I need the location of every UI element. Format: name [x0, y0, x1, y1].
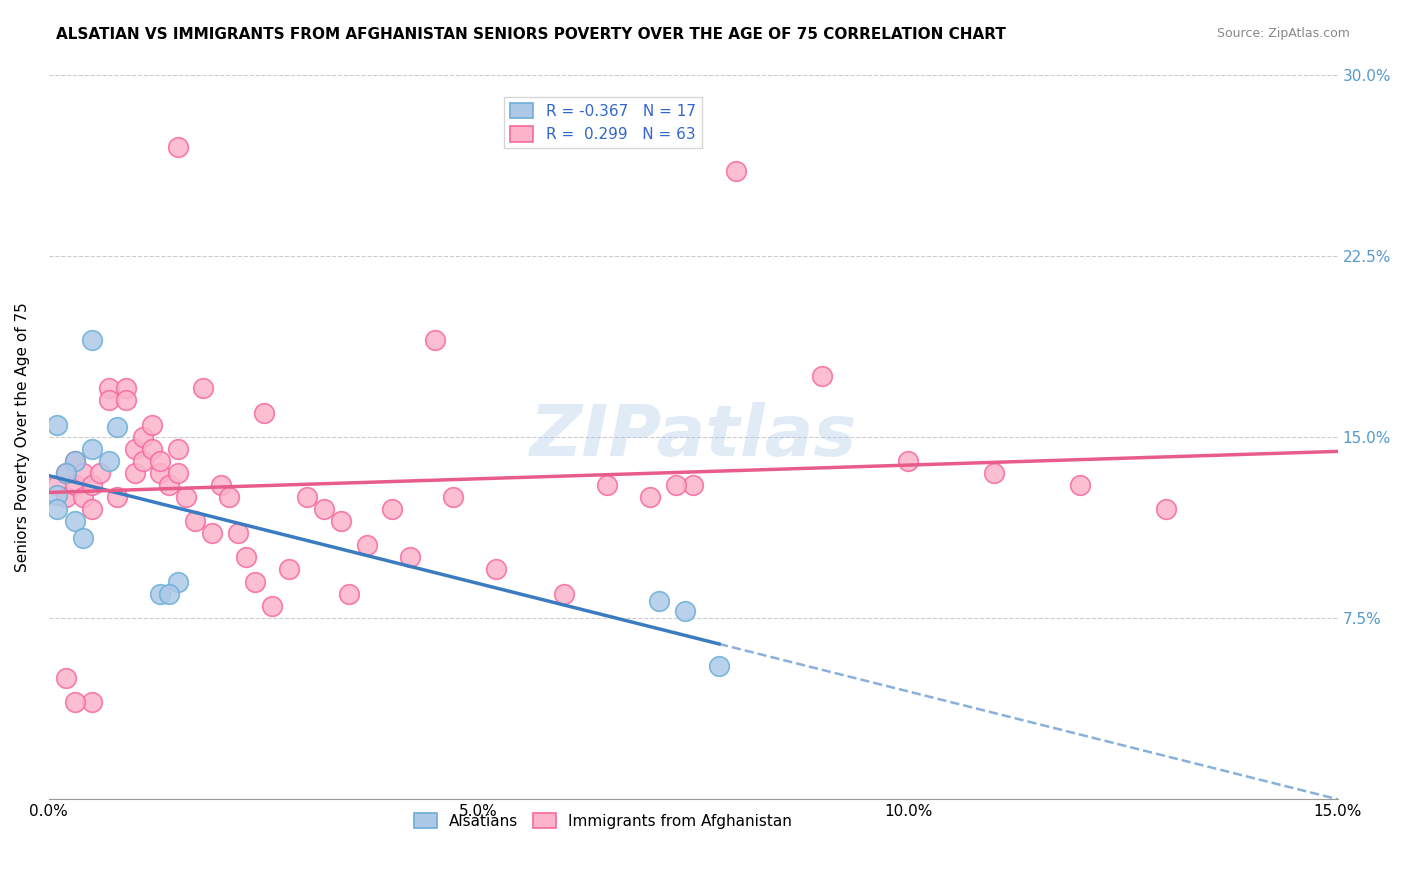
Point: [97, 454, 120, 468]
Point: [149, 454, 172, 468]
Point: [226, 526, 249, 541]
Point: [441, 490, 464, 504]
Point: [252, 405, 274, 419]
Point: [132, 430, 155, 444]
Legend: Alsatians, Immigrants from Afghanistan: Alsatians, Immigrants from Afghanistan: [408, 806, 799, 835]
Point: [218, 490, 240, 504]
Point: [174, 490, 197, 504]
Point: [97, 381, 120, 395]
Point: [46, 478, 69, 492]
Point: [55, 671, 77, 685]
Point: [141, 417, 163, 432]
Point: [55, 466, 77, 480]
Point: [381, 502, 404, 516]
Point: [63, 454, 86, 468]
Point: [46, 417, 69, 432]
Point: [235, 550, 257, 565]
Point: [673, 603, 696, 617]
Point: [278, 562, 301, 576]
Point: [46, 502, 69, 516]
Point: [166, 442, 188, 456]
Point: [897, 454, 920, 468]
Point: [46, 488, 69, 502]
Point: [55, 490, 77, 504]
Point: [107, 490, 129, 504]
Point: [63, 478, 86, 492]
Point: [132, 454, 155, 468]
Point: [209, 478, 232, 492]
Point: [72, 490, 94, 504]
Point: [312, 502, 335, 516]
Y-axis label: Seniors Poverty Over the Age of 75: Seniors Poverty Over the Age of 75: [15, 301, 30, 572]
Point: [184, 514, 207, 528]
Point: [166, 466, 188, 480]
Point: [157, 586, 180, 600]
Point: [72, 466, 94, 480]
Point: [811, 369, 834, 384]
Point: [398, 550, 420, 565]
Point: [72, 531, 94, 545]
Point: [80, 695, 103, 709]
Point: [149, 586, 172, 600]
Point: [80, 442, 103, 456]
Point: [63, 695, 86, 709]
Point: [1154, 502, 1177, 516]
Point: [201, 526, 224, 541]
Point: [63, 454, 86, 468]
Point: [107, 420, 129, 434]
Point: [149, 466, 172, 480]
Text: ZIPatlas: ZIPatlas: [530, 402, 856, 471]
Point: [596, 478, 619, 492]
Point: [124, 442, 146, 456]
Point: [141, 442, 163, 456]
Point: [339, 586, 361, 600]
Point: [80, 333, 103, 347]
Point: [425, 333, 447, 347]
Point: [157, 478, 180, 492]
Point: [97, 393, 120, 408]
Point: [725, 164, 748, 178]
Point: [356, 538, 378, 552]
Point: [80, 502, 103, 516]
Point: [89, 466, 111, 480]
Point: [295, 490, 318, 504]
Text: Source: ZipAtlas.com: Source: ZipAtlas.com: [1216, 27, 1350, 40]
Point: [55, 466, 77, 480]
Point: [115, 393, 138, 408]
Point: [124, 466, 146, 480]
Point: [243, 574, 266, 589]
Point: [648, 594, 671, 608]
Point: [63, 514, 86, 528]
Point: [682, 478, 704, 492]
Point: [115, 381, 138, 395]
Point: [553, 586, 575, 600]
Point: [484, 562, 506, 576]
Point: [983, 466, 1005, 480]
Point: [329, 514, 352, 528]
Point: [1069, 478, 1091, 492]
Point: [193, 381, 215, 395]
Point: [80, 478, 103, 492]
Point: [707, 659, 730, 673]
Point: [262, 599, 284, 613]
Text: ALSATIAN VS IMMIGRANTS FROM AFGHANISTAN SENIORS POVERTY OVER THE AGE OF 75 CORRE: ALSATIAN VS IMMIGRANTS FROM AFGHANISTAN …: [56, 27, 1007, 42]
Point: [166, 574, 188, 589]
Point: [665, 478, 688, 492]
Point: [166, 140, 188, 154]
Point: [638, 490, 661, 504]
